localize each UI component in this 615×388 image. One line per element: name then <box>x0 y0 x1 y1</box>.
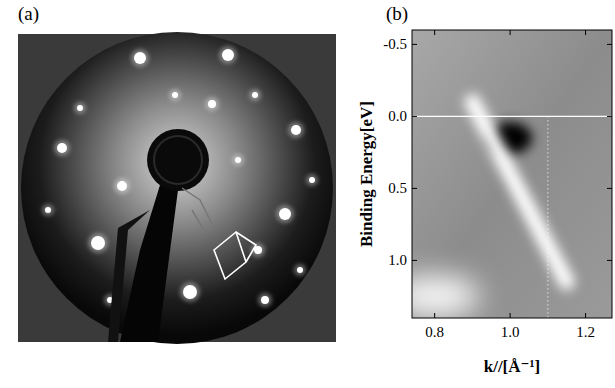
leed-spot <box>235 157 241 163</box>
x-tick <box>585 313 586 318</box>
y-tick-label: -0.5 <box>383 36 407 52</box>
y-tick <box>412 116 417 117</box>
electron-gun-rim <box>154 136 202 184</box>
leed-spot <box>208 100 216 108</box>
leed-spot <box>252 92 258 98</box>
y-tick <box>412 260 417 261</box>
k-marker-line <box>547 116 548 318</box>
spot-halo <box>258 293 272 307</box>
band-dispersion <box>472 102 566 282</box>
panel-label: (a) <box>18 3 39 25</box>
x-axis-label: k//[Å⁻¹] <box>484 357 541 376</box>
x-tick-top <box>585 30 586 35</box>
x-tick-label: 1.0 <box>501 324 520 340</box>
y-tick-label: 0.5 <box>388 180 407 196</box>
y-tick-right <box>607 260 612 261</box>
fermi-level-line <box>412 116 612 117</box>
electron-gun <box>147 129 209 191</box>
leed-spot <box>183 285 197 299</box>
leed-spot <box>172 92 178 98</box>
leed-spot <box>222 49 234 61</box>
plot-area <box>412 30 612 318</box>
x-tick-top <box>510 30 511 35</box>
gun-holder <box>120 185 178 342</box>
y-tick <box>412 44 417 45</box>
spot-halo <box>180 282 200 302</box>
spot-halo <box>131 49 149 67</box>
spot-halo <box>232 154 244 166</box>
y-tick <box>412 188 417 189</box>
x-tick <box>434 313 435 318</box>
spot-halo <box>114 178 130 194</box>
leed-spot <box>134 52 146 64</box>
x-tick-label: 1.2 <box>576 324 595 340</box>
leed-spot <box>57 143 67 153</box>
spot-halo <box>276 205 294 223</box>
leed-spot <box>279 208 291 220</box>
leed-spot <box>261 296 269 304</box>
spot-halo <box>288 122 304 138</box>
leed-spot <box>309 177 315 183</box>
y-tick-label: 1.0 <box>388 252 407 268</box>
y-axis-label: Binding Energy[eV] <box>357 101 376 247</box>
leed-screen <box>21 32 333 344</box>
unit-cell-outline <box>214 232 256 279</box>
leed-spot <box>77 105 83 111</box>
spot-halo <box>74 102 86 114</box>
spot-halo <box>205 97 219 111</box>
spot-halo <box>306 174 318 186</box>
x-tick <box>510 313 511 318</box>
spot-halo <box>54 140 70 156</box>
bright-region <box>412 274 480 318</box>
leed-photo <box>18 32 336 344</box>
x-tick-label: 0.8 <box>425 324 444 340</box>
y-tick-right <box>607 44 612 45</box>
y-tick-label: 0.0 <box>388 108 407 124</box>
y-tick-right <box>607 188 612 189</box>
x-tick-top <box>434 30 435 35</box>
y-tick-right <box>607 116 612 117</box>
spot-halo <box>42 204 54 216</box>
leed-spot <box>91 236 105 250</box>
spot-halo <box>88 233 108 253</box>
leed-spot <box>297 267 303 273</box>
leed-spot <box>45 207 51 213</box>
figure: (a) (b) -0.5 0.0 0.5 1.0 0.8 1.0 1.2 Binding Ener… <box>0 0 615 388</box>
gun-cable <box>182 188 214 232</box>
spot-halo <box>249 89 261 101</box>
spot-halo <box>294 264 306 276</box>
plot-frame <box>412 30 612 318</box>
spot-halo <box>169 89 181 101</box>
panel-label: (b) <box>386 3 408 25</box>
leed-spot <box>117 181 127 191</box>
leed-spot <box>291 125 301 135</box>
gun-wire <box>108 210 150 342</box>
spot-halo <box>219 46 237 64</box>
